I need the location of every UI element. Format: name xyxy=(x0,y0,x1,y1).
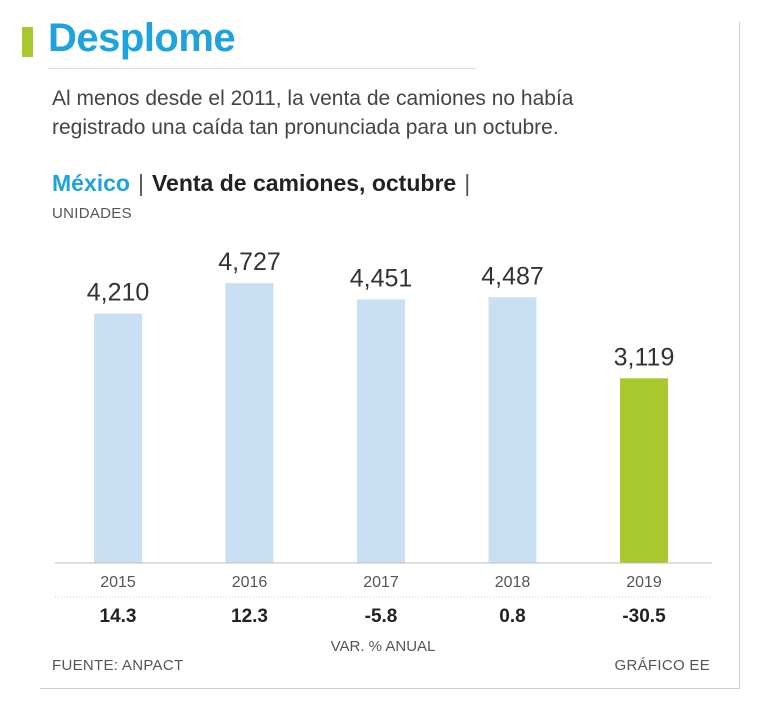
value-label-2015: 4,210 xyxy=(87,279,150,307)
page-subtitle: Al menos desde el 2011, la venta de cami… xyxy=(52,87,574,139)
heading-separator-end: | xyxy=(464,170,471,196)
value-label-2017: 4,451 xyxy=(350,264,413,292)
source-note: FUENTE: ANPACT xyxy=(52,657,184,674)
value-label-2019: 3,119 xyxy=(614,343,675,371)
page-title: Desplome xyxy=(48,16,236,60)
bar-2018 xyxy=(488,297,537,563)
var-value-2018: 0.8 xyxy=(499,606,525,627)
credit-note: GRÁFICO EE xyxy=(614,657,710,674)
var-value-2017: -5.8 xyxy=(365,606,398,627)
bar-2019 xyxy=(620,378,668,563)
var-value-2015: 14.3 xyxy=(100,606,137,627)
value-label-2016: 4,727 xyxy=(218,248,281,276)
x-tick-2015: 2015 xyxy=(100,574,136,591)
bar-2017 xyxy=(357,299,405,563)
var-value-2019: -30.5 xyxy=(622,606,666,627)
bar-2015 xyxy=(94,313,142,563)
x-tick-2016: 2016 xyxy=(232,574,268,591)
units-label: UNIDADES xyxy=(52,205,132,222)
country-label: México xyxy=(52,170,130,196)
var-value-2016: 12.3 xyxy=(231,606,268,627)
x-tick-2017: 2017 xyxy=(363,574,399,591)
x-tick-2019: 2019 xyxy=(626,574,662,591)
chart-heading: México | Venta de camiones, octubre | xyxy=(52,170,478,197)
heading-separator: | xyxy=(137,170,144,196)
chart-frame xyxy=(40,22,740,689)
bar-2016 xyxy=(225,283,274,563)
x-tick-2018: 2018 xyxy=(495,574,531,591)
title-accent-bar xyxy=(22,27,33,57)
var-row-label: VAR. % ANUAL xyxy=(331,638,436,655)
chart-title: Venta de camiones, octubre xyxy=(151,170,457,196)
title-divider xyxy=(48,68,476,69)
value-label-2018: 4,487 xyxy=(481,262,544,290)
